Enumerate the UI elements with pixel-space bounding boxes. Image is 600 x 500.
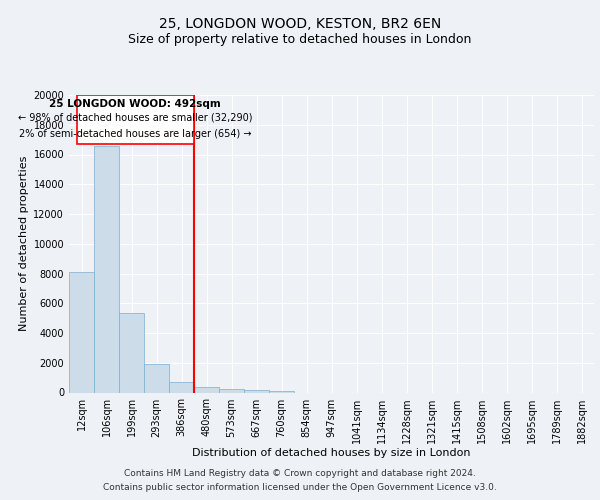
Text: 25, LONGDON WOOD, KESTON, BR2 6EN: 25, LONGDON WOOD, KESTON, BR2 6EN: [159, 18, 441, 32]
FancyBboxPatch shape: [77, 95, 194, 144]
Bar: [119, 313, 144, 392]
Bar: [94, 146, 119, 392]
Text: Contains public sector information licensed under the Open Government Licence v3: Contains public sector information licen…: [103, 483, 497, 492]
Y-axis label: Number of detached properties: Number of detached properties: [19, 156, 29, 332]
Text: Size of property relative to detached houses in London: Size of property relative to detached ho…: [128, 32, 472, 46]
Bar: [219, 389, 244, 392]
Text: ← 98% of detached houses are smaller (32,290): ← 98% of detached houses are smaller (32…: [18, 112, 253, 122]
Text: 2% of semi-detached houses are larger (654) →: 2% of semi-detached houses are larger (6…: [19, 128, 251, 138]
Bar: [269, 391, 294, 392]
Bar: [69, 272, 94, 392]
Text: 25 LONGDON WOOD: 492sqm: 25 LONGDON WOOD: 492sqm: [49, 99, 221, 109]
Text: Contains HM Land Registry data © Crown copyright and database right 2024.: Contains HM Land Registry data © Crown c…: [124, 470, 476, 478]
Bar: [169, 382, 194, 392]
Bar: [144, 364, 169, 392]
Bar: [194, 388, 219, 392]
X-axis label: Distribution of detached houses by size in London: Distribution of detached houses by size …: [192, 448, 471, 458]
Bar: [244, 390, 269, 392]
